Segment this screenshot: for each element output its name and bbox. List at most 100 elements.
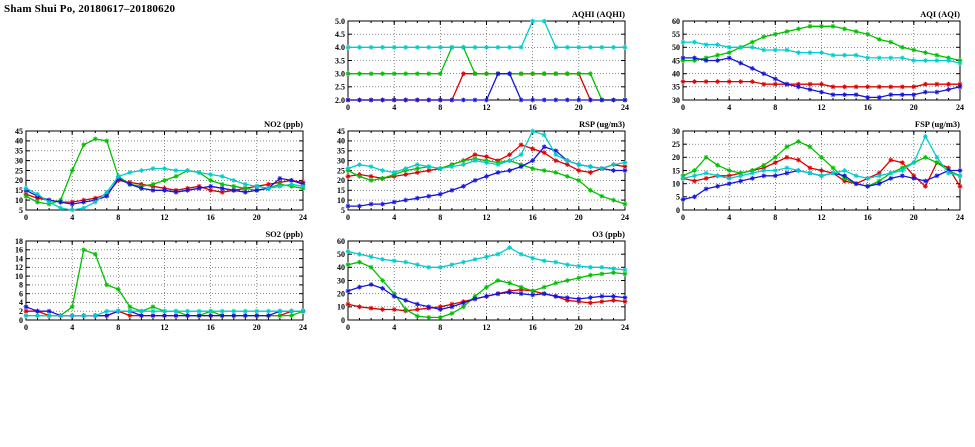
y-tick-label: 3.0 — [335, 70, 345, 79]
y-tick-label: 6 — [19, 290, 23, 299]
x-tick-label: 20 — [910, 213, 918, 222]
series-cyan-markers — [23, 308, 306, 318]
y-tick-label: 30 — [337, 156, 345, 165]
aqhi-chart-svg: 0 4 8 12 16 20 24 2.0 2.5 3.0 3.5 4.0 4.5 5.0 AQHI (AQ… — [335, 9, 629, 112]
y-tick-label: 35 — [337, 147, 345, 156]
x-tick-label: 4 — [70, 323, 74, 332]
x-tick-label: 4 — [392, 323, 396, 332]
x-tick-label: 4 — [70, 213, 74, 222]
x-tick-label: 12 — [161, 213, 169, 222]
y-tick-label: 35 — [672, 83, 680, 92]
y-tick-label: 4.0 — [335, 43, 345, 52]
x-tick-label: 20 — [575, 323, 583, 332]
y-tick-label: 4.5 — [335, 30, 345, 39]
y-tick-label: 4 — [19, 298, 23, 307]
y-tick-label: 3.5 — [335, 56, 345, 65]
y-tick-label: 40 — [15, 137, 23, 146]
x-tick-label: 24 — [299, 213, 307, 222]
chart-title: AQI (AQI) — [920, 9, 960, 19]
y-tick-label: 45 — [672, 56, 680, 65]
y-tick-label: 12 — [15, 263, 23, 272]
x-tick-label: 0 — [681, 213, 685, 222]
fsp-chart-svg: 0 4 8 12 16 20 24 0 5 10 15 20 25 30 FSP (ug/m3) — [672, 119, 964, 222]
chart-title: O3 (ppb) — [592, 229, 625, 239]
series-green-markers — [345, 259, 628, 320]
series-green-markers — [345, 156, 628, 207]
series-cyan-markers — [345, 18, 628, 50]
x-tick-label: 8 — [773, 103, 777, 112]
x-tick-label: 16 — [529, 323, 537, 332]
x-tick-label: 0 — [24, 213, 28, 222]
y-tick-label: 10 — [15, 272, 23, 281]
y-tick-label: 0 — [19, 316, 23, 325]
x-tick-label: 24 — [621, 323, 629, 332]
y-tick-label: 20 — [337, 176, 345, 185]
y-tick-label: 20 — [672, 153, 680, 162]
x-tick-label: 16 — [864, 103, 872, 112]
chart-aqi: 0 4 8 12 16 20 24 30 35 40 45 50 55 60 AQI (AQI) — [657, 8, 965, 119]
y-tick-label: 55 — [672, 30, 680, 39]
y-tick-label: 5 — [19, 206, 23, 215]
series-green-line — [683, 25, 961, 62]
page-title: Sham Shui Po, 20180617–20180620 — [4, 3, 176, 15]
series-cyan-markers — [680, 39, 963, 66]
x-tick-label: 20 — [910, 103, 918, 112]
y-tick-label: 8 — [19, 281, 23, 290]
x-tick-label: 8 — [438, 213, 442, 222]
y-tick-label: 0 — [676, 206, 680, 215]
y-tick-label: 10 — [337, 303, 345, 312]
x-tick-label: 16 — [207, 323, 215, 332]
series-blue-markers — [680, 55, 963, 100]
x-tick-label: 4 — [392, 103, 396, 112]
x-tick-label: 12 — [818, 213, 826, 222]
o3-chart-svg: 0 4 8 12 16 20 24 0 10 20 30 40 50 60 O3 (ppb) — [337, 229, 629, 332]
y-tick-label: 30 — [672, 127, 680, 136]
x-tick-label: 24 — [621, 213, 629, 222]
series-cyan-markers — [23, 166, 306, 213]
series-cyan-markers — [680, 133, 963, 181]
y-tick-label: 15 — [672, 166, 680, 175]
x-tick-label: 12 — [161, 323, 169, 332]
chart-fsp: 0 4 8 12 16 20 24 0 5 10 15 20 25 30 FSP (ug/m3) — [657, 118, 965, 229]
chart-rsp: 0 4 8 12 16 20 24 5 10 15 20 25 30 35 40 45 RSP (ug/m3) — [322, 118, 630, 229]
series-blue-markers — [345, 282, 628, 312]
chart-o3: 0 4 8 12 16 20 24 0 10 20 30 40 50 60 O3 (ppb) — [322, 228, 630, 339]
x-tick-label: 0 — [346, 323, 350, 332]
series-blue-markers — [345, 71, 628, 103]
y-tick-label: 10 — [672, 180, 680, 189]
y-tick-label: 50 — [337, 250, 345, 259]
y-tick-label: 30 — [337, 276, 345, 285]
y-tick-label: 25 — [672, 140, 680, 149]
y-tick-label: 2.0 — [335, 96, 345, 105]
x-tick-label: 16 — [529, 213, 537, 222]
x-tick-label: 16 — [529, 103, 537, 112]
aqi-chart-svg: 0 4 8 12 16 20 24 30 35 40 45 50 55 60 AQI (AQI) — [672, 9, 964, 112]
chart-no2: 0 4 8 12 16 20 24 5 10 15 20 25 30 35 40 45 NO2 (ppb) — [0, 118, 308, 229]
x-tick-label: 0 — [681, 103, 685, 112]
chart-title: RSP (ug/m3) — [579, 119, 625, 129]
x-tick-label: 4 — [727, 213, 731, 222]
y-tick-label: 20 — [15, 176, 23, 185]
y-tick-label: 35 — [15, 147, 23, 156]
y-tick-label: 60 — [337, 237, 345, 246]
x-tick-label: 12 — [483, 103, 491, 112]
x-tick-label: 0 — [346, 103, 350, 112]
y-tick-label: 45 — [337, 127, 345, 136]
y-tick-label: 30 — [15, 156, 23, 165]
x-tick-label: 8 — [773, 213, 777, 222]
y-tick-label: 25 — [337, 166, 345, 175]
x-tick-label: 20 — [575, 103, 583, 112]
y-tick-label: 10 — [15, 196, 23, 205]
y-tick-label: 30 — [672, 96, 680, 105]
x-tick-label: 16 — [207, 213, 215, 222]
y-tick-label: 45 — [15, 127, 23, 136]
y-tick-label: 50 — [672, 43, 680, 52]
series-green-markers — [680, 23, 963, 63]
chart-aqhi: 0 4 8 12 16 20 24 2.0 2.5 3.0 3.5 4.0 4.5 5.0 AQHI (AQ… — [322, 8, 630, 119]
x-tick-label: 24 — [956, 213, 964, 222]
y-tick-label: 15 — [337, 186, 345, 195]
chart-title: NO2 (ppb) — [264, 119, 303, 129]
